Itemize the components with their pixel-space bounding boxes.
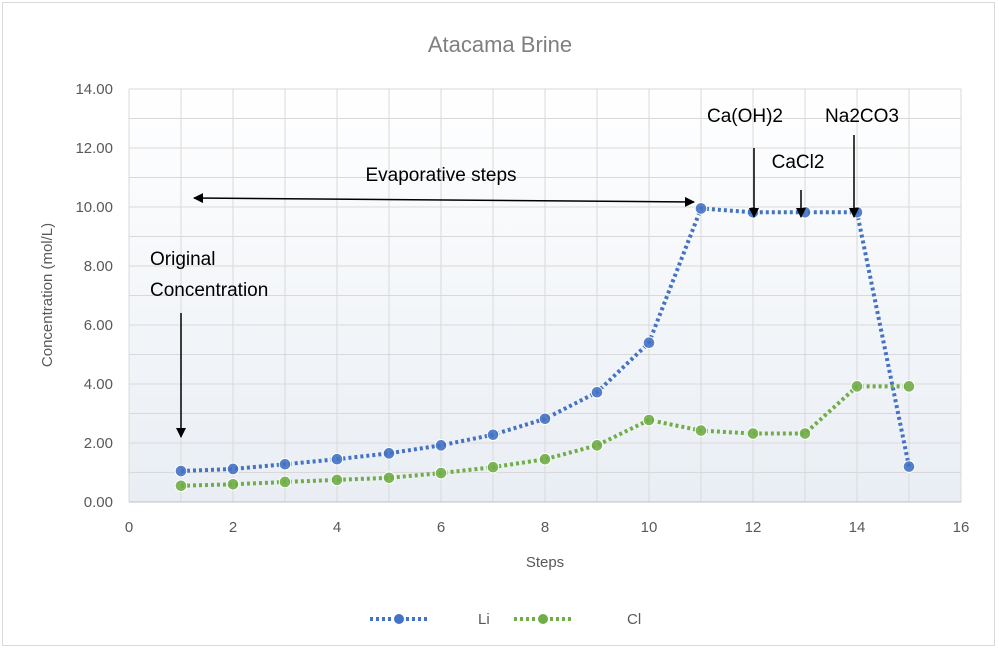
data-point-li <box>746 206 760 219</box>
data-point-cl <box>174 479 188 493</box>
y-tick-label: 2.00 <box>84 435 113 452</box>
data-point-cl <box>226 478 240 491</box>
annotation-original-line1: Original <box>150 249 215 270</box>
series-line-cl <box>180 384 909 488</box>
annotation-evaporative-steps: Evaporative steps <box>365 165 516 186</box>
annotation-na2co3: Na2CO3 <box>825 106 899 127</box>
data-point-li <box>538 412 552 426</box>
annotation-caoh2: Ca(OH)2 <box>707 106 783 127</box>
annotations: Evaporative steps Original Concentration… <box>150 106 899 438</box>
data-point-li <box>590 385 604 399</box>
legend-entry-li: Li <box>370 611 490 628</box>
data-point-cl <box>434 466 448 480</box>
data-point-li <box>486 428 500 442</box>
data-point-cl <box>642 413 656 427</box>
data-point-cl <box>746 427 760 440</box>
legend-cl-marker <box>537 613 549 625</box>
x-tick-label: 2 <box>229 519 237 536</box>
x-tick-label: 14 <box>849 519 866 536</box>
data-point-cl <box>278 475 292 489</box>
legend-li-marker <box>393 613 405 625</box>
annotation-cacl2: CaCl2 <box>772 152 825 173</box>
legend-li-label: Li <box>478 611 490 628</box>
data-point-cl <box>850 380 864 393</box>
data-point-li <box>902 460 916 473</box>
data-point-li <box>850 206 864 219</box>
y-tick-label: 8.00 <box>84 258 113 275</box>
y-tick-label: 4.00 <box>84 376 113 393</box>
y-axis-title: Concentration (mol/L) <box>39 223 56 367</box>
data-point-li <box>330 452 344 466</box>
y-tick-label: 0.00 <box>84 494 113 511</box>
y-tick-label: 6.00 <box>84 317 113 334</box>
data-point-cl <box>330 473 344 487</box>
x-tick-label: 8 <box>541 519 549 536</box>
x-tick-label: 4 <box>333 519 341 536</box>
legend-entry-cl: Cl <box>514 611 641 628</box>
legend-cl-label: Cl <box>627 611 641 628</box>
y-tick-label: 10.00 <box>75 199 113 216</box>
data-point-li <box>278 457 292 471</box>
annotation-original-line2: Concentration <box>150 280 268 301</box>
x-tick-label: 12 <box>745 519 762 536</box>
x-tick-label: 6 <box>437 519 445 536</box>
x-tick-label: 10 <box>641 519 658 536</box>
x-tick-label: 16 <box>953 519 970 536</box>
series-cl <box>174 380 916 493</box>
chart-title: Atacama Brine <box>428 32 572 57</box>
data-point-li <box>642 336 656 350</box>
data-point-li <box>434 439 448 452</box>
legend: Li Cl <box>370 611 641 628</box>
x-tick-labels: 0 2 4 6 8 10 12 14 16 <box>125 519 970 536</box>
data-point-li <box>382 447 396 460</box>
y-tick-label: 14.00 <box>75 81 113 98</box>
data-point-li <box>694 202 708 215</box>
data-point-cl <box>486 460 500 474</box>
y-tick-labels: 0.00 2.00 4.00 6.00 8.00 10.00 12.00 14.00 <box>75 81 113 511</box>
data-point-cl <box>538 452 552 466</box>
data-point-cl <box>902 380 916 393</box>
evaporative-double-arrow <box>193 193 695 207</box>
data-point-li <box>226 462 240 476</box>
x-axis-title: Steps <box>526 554 564 571</box>
data-point-cl <box>798 427 812 440</box>
data-point-li <box>174 464 188 478</box>
data-point-cl <box>590 439 604 452</box>
data-point-cl <box>382 471 396 485</box>
x-tick-label: 0 <box>125 519 133 536</box>
data-point-cl <box>694 424 708 437</box>
y-tick-label: 12.00 <box>75 140 113 157</box>
